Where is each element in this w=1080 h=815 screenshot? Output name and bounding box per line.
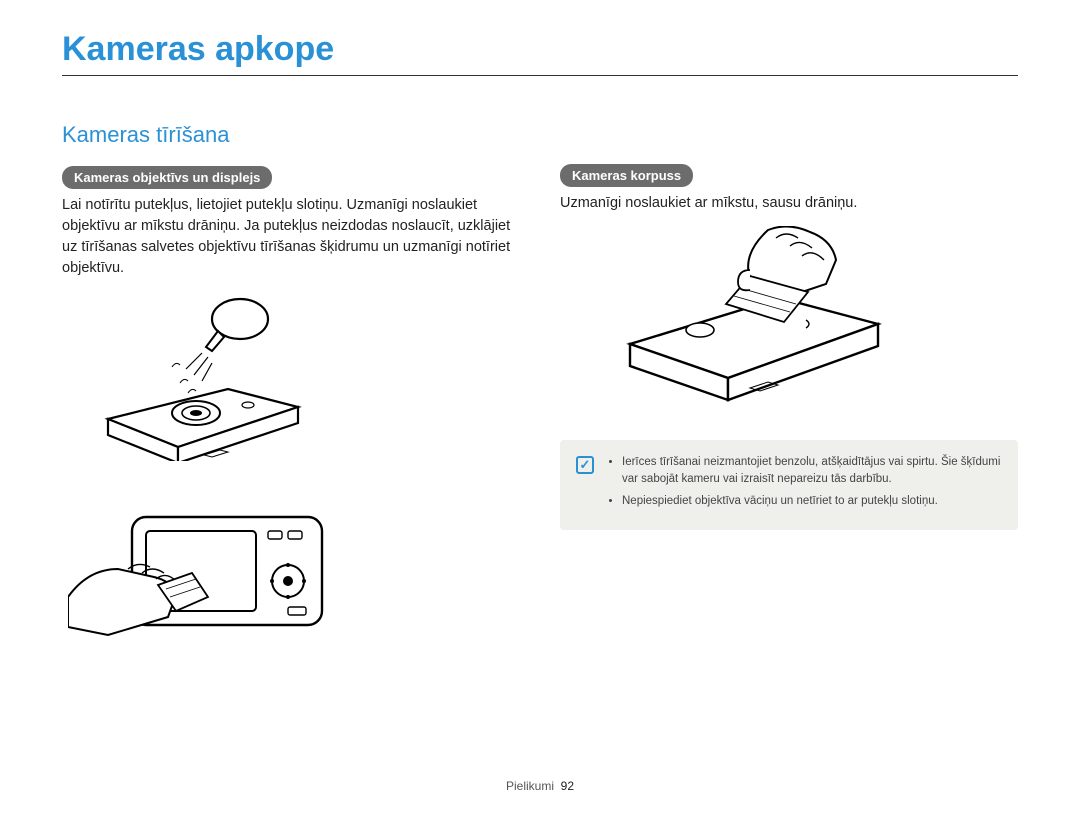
note-icon: ✓ bbox=[576, 456, 594, 474]
manual-page: Kameras apkope Kameras tīrīšana Kameras … bbox=[0, 0, 1080, 815]
page-footer: Pielikumi 92 bbox=[0, 779, 1080, 793]
left-column: Kameras tīrīšana Kameras objektīvs un di… bbox=[62, 122, 520, 663]
section-heading-cleaning: Kameras tīrīšana bbox=[62, 122, 520, 148]
pill-camera-body: Kameras korpuss bbox=[560, 164, 693, 187]
note-box: ✓ Ierīces tīrīšanai neizmantojiet benzol… bbox=[560, 440, 1018, 530]
illustration-wipe-display bbox=[68, 477, 338, 647]
right-column: Kameras korpuss Uzmanīgi noslaukiet ar m… bbox=[560, 122, 1018, 663]
illustration-wipe-body bbox=[600, 226, 920, 416]
footer-page-number: 92 bbox=[561, 779, 574, 793]
page-title: Kameras apkope bbox=[62, 30, 1018, 76]
text-body-instructions: Uzmanīgi noslaukiet ar mīkstu, sausu drā… bbox=[560, 193, 1018, 214]
note-list: Ierīces tīrīšanai neizmantojiet benzolu,… bbox=[606, 454, 1002, 516]
two-column-layout: Kameras tīrīšana Kameras objektīvs un di… bbox=[62, 122, 1018, 663]
pill-lens-display: Kameras objektīvs un displejs bbox=[62, 166, 272, 189]
note-item-1: Ierīces tīrīšanai neizmantojiet benzolu,… bbox=[622, 454, 1002, 487]
illustration-dust-blower bbox=[68, 291, 338, 461]
note-item-2: Nepiespiediet objektīva vāciņu un netīri… bbox=[622, 493, 1002, 510]
footer-section-label: Pielikumi bbox=[506, 779, 554, 793]
text-lens-instructions: Lai notīrītu putekļus, lietojiet putekļu… bbox=[62, 195, 520, 279]
